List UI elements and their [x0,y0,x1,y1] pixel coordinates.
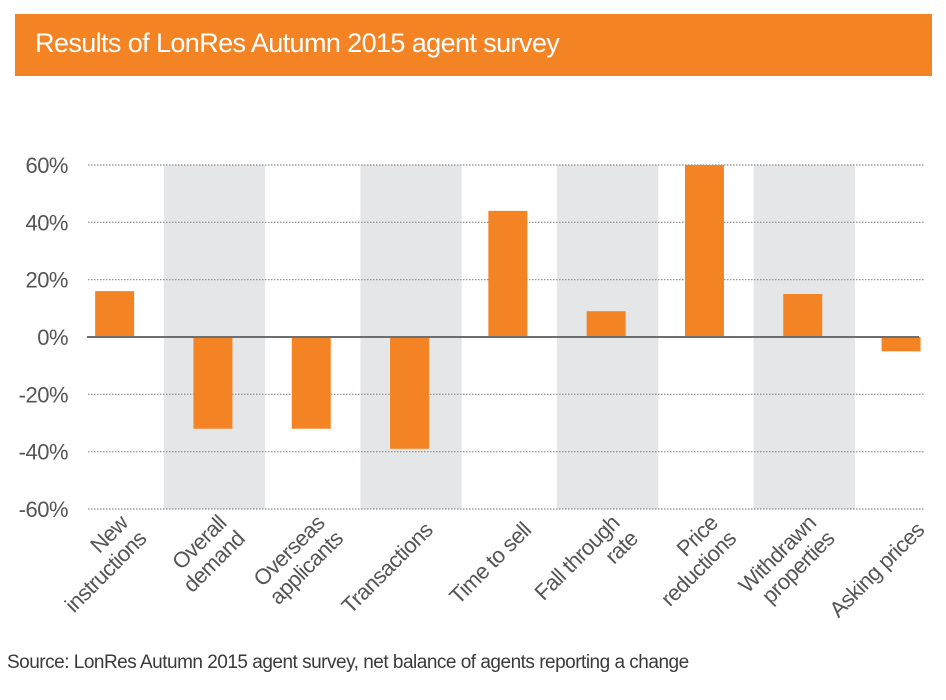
y-tick-label: 0% [37,325,68,350]
x-tick-label-line: Transactions [336,517,437,618]
source-note: Source: LonRes Autumn 2015 agent survey,… [7,652,689,673]
chart-title: Results of LonRes Autumn 2015 agent surv… [35,28,560,58]
bar-chart: 60%40%20%0%-20%-40%-60%Newinstructions Ov… [19,153,930,622]
y-tick-label: 40% [25,210,68,235]
y-tick-label: -20% [19,382,68,407]
x-tick-label: Transactions [336,517,437,618]
title-bar: Results of LonRes Autumn 2015 agent surv… [15,14,932,76]
y-tick-label: -60% [19,497,68,522]
bar [390,337,430,449]
x-tick-label: Fall throughrate [530,509,643,622]
x-tick-label: Withdrawnproperties [734,508,840,614]
x-tick-label: Pricereductions [639,508,742,611]
bar [488,210,528,337]
x-tick-label: Overseasapplicants [247,508,348,609]
bar [881,337,921,352]
x-tick-label: Overalldemand [161,509,249,597]
y-tick-label: -40% [19,440,68,465]
bar [193,337,233,429]
x-tick-label-line: Asking prices [824,517,929,622]
bar [783,294,823,337]
y-tick-label: 60% [25,153,68,178]
x-tick-label: Asking prices [824,517,929,622]
x-tick-label: Newinstructions [43,508,152,617]
x-tick-label-line: Time to sell [444,517,536,609]
bars [95,165,921,449]
bar [586,311,626,337]
bar [95,291,135,337]
x-tick-label: Time to sell [444,517,536,609]
y-tick-label: 20% [25,268,68,293]
bar [291,337,331,429]
bar [684,165,724,337]
